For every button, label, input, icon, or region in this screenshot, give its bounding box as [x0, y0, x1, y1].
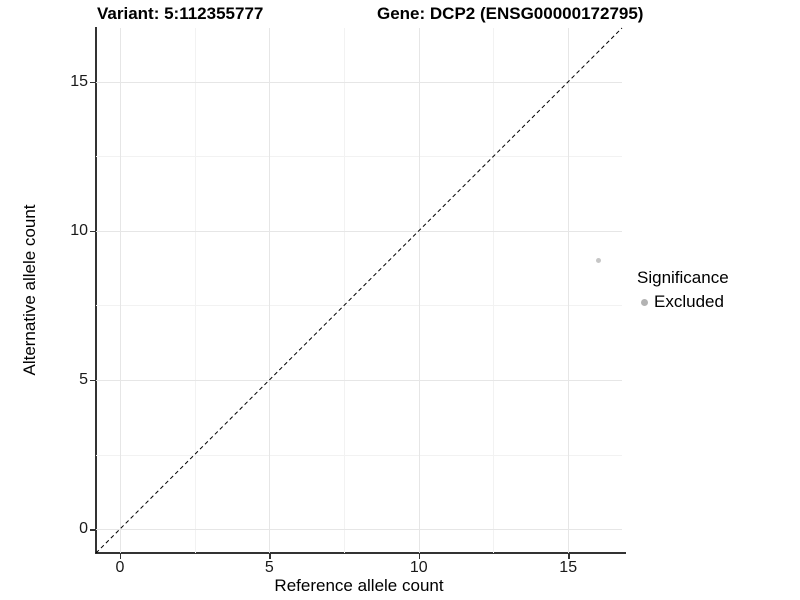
y-axis-line — [95, 27, 97, 554]
x-axis-line — [95, 552, 626, 554]
y-major-gridline — [96, 379, 622, 381]
x-tick-mark — [119, 554, 122, 559]
x-tick-mark — [269, 554, 271, 559]
x-major-gridline — [269, 28, 271, 553]
x-minor-gridline — [493, 28, 495, 553]
y-axis-title: Alternative allele count — [20, 204, 39, 376]
y-major-gridline — [96, 230, 622, 232]
legend-item-excluded: Excluded — [637, 293, 729, 311]
x-tick-mark — [568, 554, 570, 559]
y-minor-gridline — [96, 305, 622, 307]
y-tick-label: 15 — [70, 72, 88, 90]
x-minor-gridline — [194, 28, 196, 553]
identity-dashed-line — [95, 27, 623, 554]
legend-item-label: Excluded — [654, 292, 724, 311]
legend-title: Significance — [637, 268, 729, 287]
data-point — [595, 258, 601, 264]
x-tick-label: 5 — [264, 559, 274, 576]
x-major-gridline — [418, 28, 420, 553]
x-major-gridline — [119, 28, 121, 553]
x-minor-gridline — [344, 28, 346, 553]
legend: Significance Excluded — [637, 268, 729, 311]
y-tick-label: 10 — [70, 221, 88, 239]
gene-title: Gene: DCP2 (ENSG00000172795) — [377, 4, 644, 23]
x-tick-label: 10 — [409, 559, 428, 576]
y-tick-mark — [90, 529, 95, 531]
y-tick-label: 5 — [79, 370, 88, 388]
y-tick-mark — [90, 230, 95, 233]
x-major-gridline — [568, 28, 570, 553]
excluded-point-icon — [641, 298, 648, 306]
y-major-gridline — [96, 81, 622, 83]
x-tick-label: 0 — [115, 559, 125, 576]
x-axis-title: Reference allele count — [274, 576, 444, 595]
y-major-gridline — [96, 529, 622, 531]
y-minor-gridline — [96, 156, 622, 158]
y-tick-mark — [90, 81, 95, 84]
variant-title: Variant: 5:112355777 — [97, 4, 264, 23]
y-tick-label: 0 — [79, 520, 88, 538]
y-minor-gridline — [96, 454, 622, 456]
y-tick-mark — [90, 379, 95, 382]
x-tick-label: 15 — [559, 559, 578, 576]
x-tick-mark — [418, 554, 421, 559]
